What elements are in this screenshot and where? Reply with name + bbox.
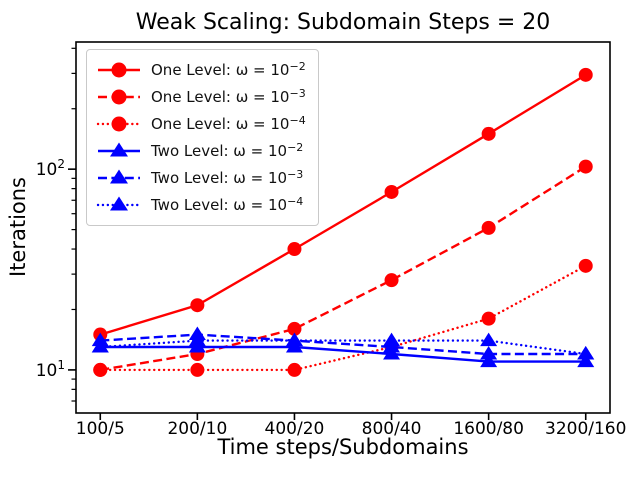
chart-title: Weak Scaling: Subdomain Steps = 20 xyxy=(135,10,551,35)
x-axis-label: Time steps/Subdomains xyxy=(217,435,469,459)
series-line-0 xyxy=(99,73,587,336)
y-tick-label: 101 xyxy=(36,358,65,381)
series-4-marker-triangle xyxy=(480,346,498,360)
legend-sample-triangle-icon xyxy=(96,196,142,211)
legend-item-0: One Level: ω = 10−2 xyxy=(96,58,306,82)
series-1-marker-circle xyxy=(384,273,399,288)
series-2-marker-circle xyxy=(190,362,205,377)
series-3-marker-triangle xyxy=(383,346,401,360)
series-1-marker-circle xyxy=(287,321,302,336)
legend-item-1: One Level: ω = 10−3 xyxy=(96,85,306,109)
series-0-marker-circle xyxy=(384,184,399,199)
series-5-marker-triangle xyxy=(188,332,206,347)
legend-sample-triangle-icon xyxy=(98,169,140,184)
series-0-marker-circle xyxy=(481,126,496,141)
legend-item-5: Two Level: ω = 10−4 xyxy=(96,193,306,217)
legend-sample-circle-icon xyxy=(98,62,140,78)
series-1-marker-circle xyxy=(481,220,496,235)
legend-label: Two Level: ω = 10−3 xyxy=(151,168,304,187)
series-1-marker-circle xyxy=(578,159,593,174)
series-2-marker-circle xyxy=(93,362,108,377)
series-line-4 xyxy=(100,333,586,356)
x-tick-label: 100/5 xyxy=(76,419,125,439)
series-0-marker-circle xyxy=(578,67,593,82)
x-tick-label: 1600/80 xyxy=(453,419,524,439)
x-tick-label: 200/10 xyxy=(167,419,227,439)
legend-item-3: Two Level: ω = 10−2 xyxy=(96,139,306,163)
legend-label: One Level: ω = 10−2 xyxy=(151,60,306,79)
x-tick-label: 400/20 xyxy=(265,419,325,439)
y-axis-label: Iterations xyxy=(6,176,30,278)
series-line-3 xyxy=(100,345,586,363)
series-0-marker-circle xyxy=(287,242,302,257)
legend-sample-circle-icon xyxy=(96,116,142,132)
axis-frame xyxy=(75,41,611,414)
legend-sample-circle-icon xyxy=(98,89,140,105)
y-tick-label: 102 xyxy=(36,157,65,180)
series-5-marker-triangle xyxy=(91,339,109,353)
series-3-marker-triangle xyxy=(480,353,498,368)
legend-label: Two Level: ω = 10−4 xyxy=(151,195,304,214)
series-2-marker-circle xyxy=(287,362,302,377)
series-0-marker-circle xyxy=(190,298,205,313)
legend-label: One Level: ω = 10−3 xyxy=(151,87,306,106)
series-2-marker-circle xyxy=(481,311,496,326)
x-tick-label: 3200/160 xyxy=(545,419,626,439)
series-3-marker-triangle xyxy=(577,353,595,368)
series-5-marker-triangle xyxy=(285,332,303,347)
legend-label: One Level: ω = 10−4 xyxy=(151,114,306,133)
legend-item-2: One Level: ω = 10−4 xyxy=(96,112,306,136)
legend-label: Two Level: ω = 10−2 xyxy=(151,141,304,160)
series-2-marker-circle xyxy=(578,258,593,273)
legend: One Level: ω = 10−2 One Level: ω = 10−3 On… xyxy=(86,49,319,226)
series-line-1 xyxy=(100,165,587,372)
legend-sample-triangle-icon xyxy=(98,142,140,157)
series-line-2 xyxy=(99,264,587,372)
legend-item-4: Two Level: ω = 10−3 xyxy=(96,166,306,190)
series-5-marker-triangle xyxy=(383,332,401,347)
x-tick-label: 800/40 xyxy=(362,419,422,439)
series-5-marker-triangle xyxy=(577,346,595,360)
series-5-marker-triangle xyxy=(480,332,498,347)
